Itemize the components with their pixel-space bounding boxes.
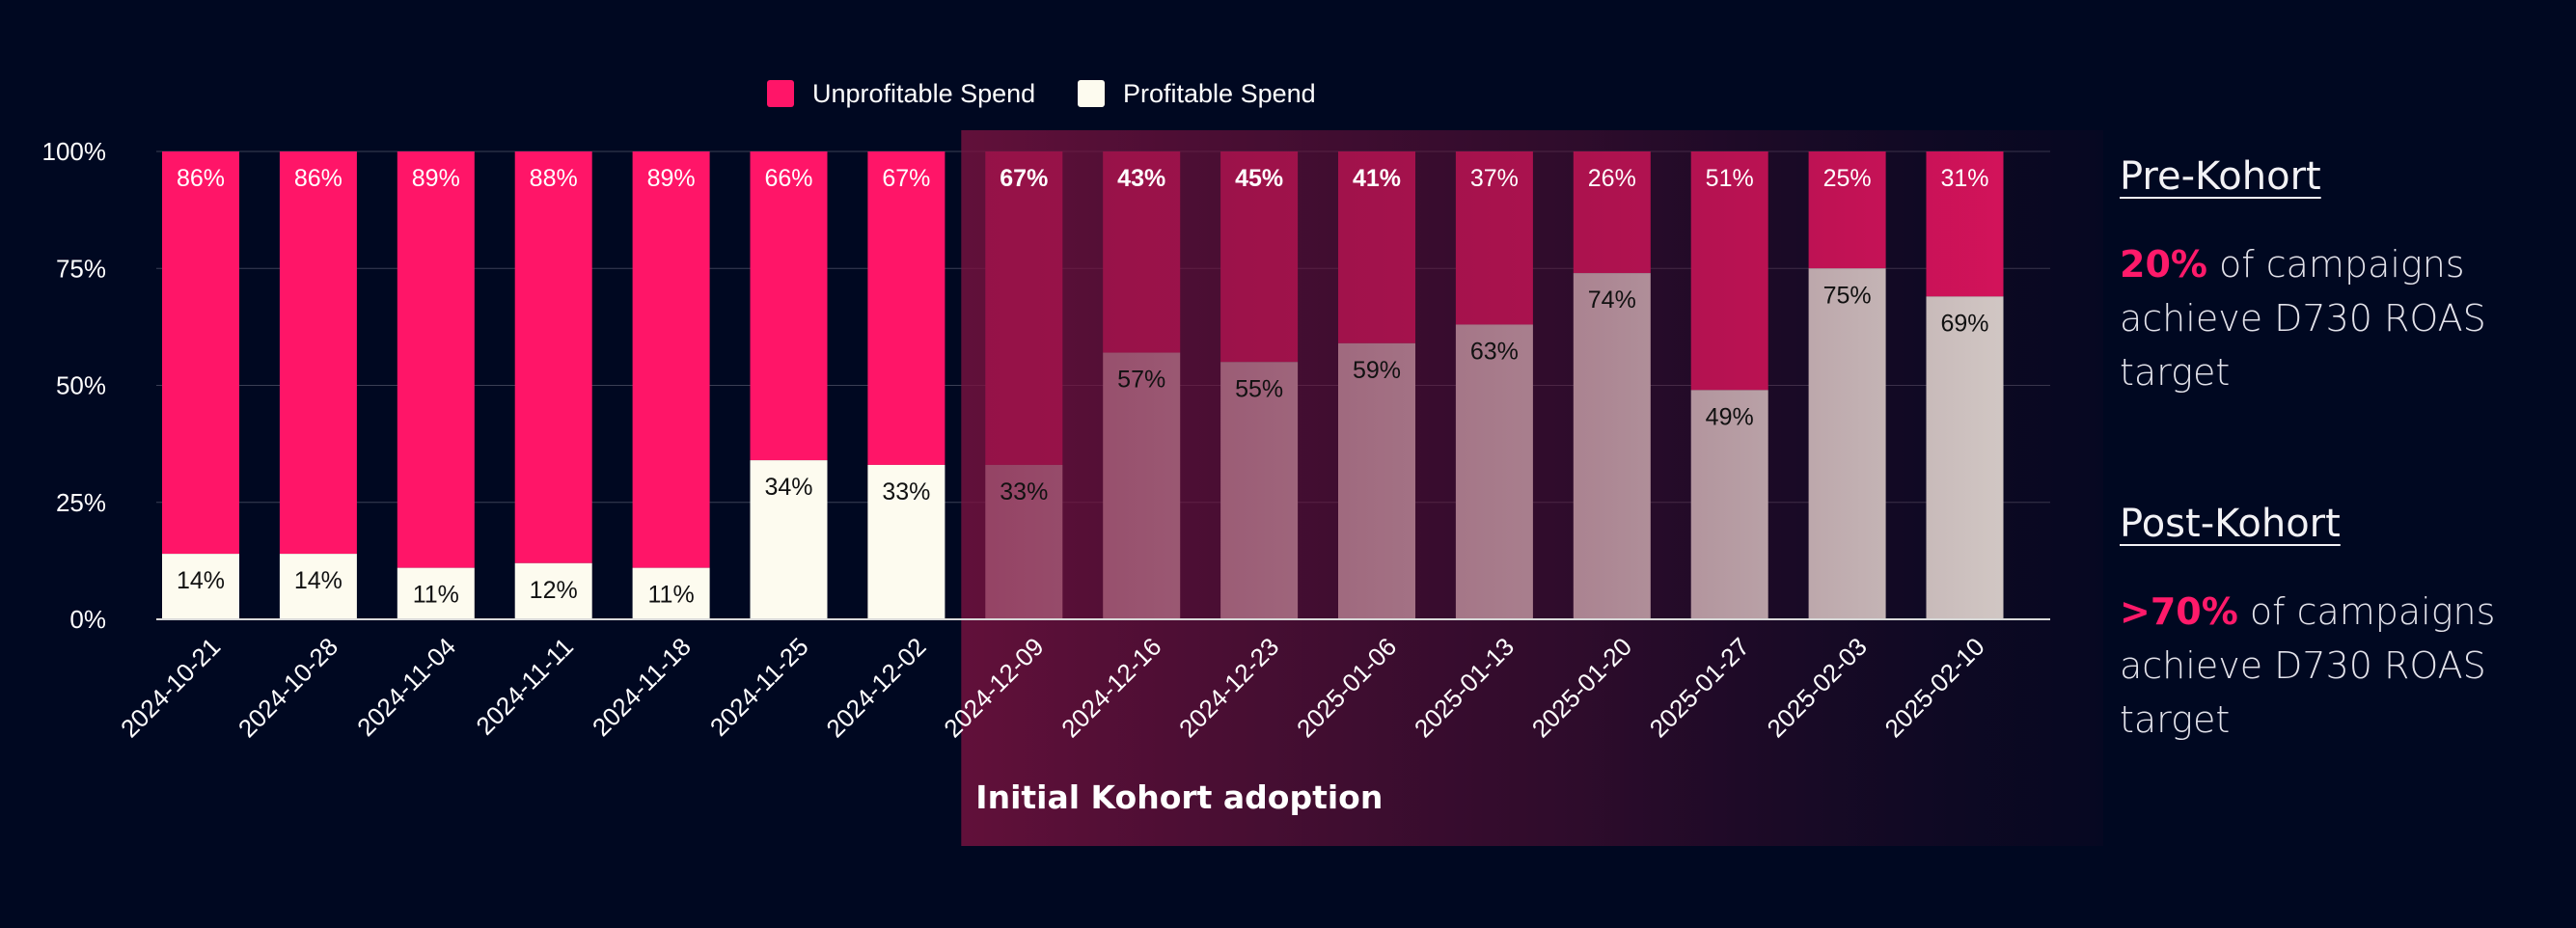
- bar-label-unprofitable: 41%: [1353, 165, 1401, 192]
- bar-label-profitable: 55%: [1235, 375, 1283, 402]
- bar-label-profitable: 11%: [413, 582, 459, 609]
- bar-label-unprofitable: 31%: [1940, 165, 1988, 192]
- x-tick-label: 2024-11-18: [587, 632, 697, 742]
- x-tick-label: 2024-10-21: [115, 632, 226, 743]
- kohort-adoption-region: [961, 130, 2103, 846]
- legend-label: Unprofitable Spend: [812, 79, 1035, 108]
- bar-label-profitable: 57%: [1117, 367, 1165, 394]
- x-tick-label: 2024-10-28: [233, 632, 343, 743]
- bar-label-profitable: 33%: [882, 478, 930, 505]
- post-kohort-panel: Post-Kohort >70% of campaigns achieve D7…: [2120, 502, 2544, 747]
- bar-label-unprofitable: 89%: [647, 165, 696, 192]
- bar-label-unprofitable: 43%: [1117, 165, 1165, 192]
- bar-label-profitable: 63%: [1470, 338, 1519, 365]
- y-tick-label: 100%: [42, 137, 107, 166]
- x-tick-label: 2024-11-11: [470, 632, 579, 741]
- bar-label-profitable: 11%: [648, 582, 695, 609]
- bar-label-unprofitable: 88%: [530, 165, 578, 192]
- legend-label: Profitable Spend: [1123, 79, 1316, 108]
- bar-label-unprofitable: 45%: [1235, 165, 1283, 192]
- bar-label-profitable: 74%: [1588, 287, 1636, 314]
- bar-unprofitable: [750, 151, 828, 461]
- pre-kohort-text: 20% of campaigns achieve D730 ROAS targe…: [2120, 237, 2544, 399]
- bar-label-profitable: 75%: [1823, 282, 1872, 309]
- pre-kohort-description: of campaigns achieve D730 ROAS target: [2120, 243, 2486, 394]
- bar-label-unprofitable: 67%: [882, 165, 930, 192]
- x-tick-label: 2024-11-04: [351, 632, 461, 742]
- legend-swatch: [1078, 80, 1105, 107]
- bar-profitable: [867, 464, 945, 619]
- pre-kohort-percent: 20%: [2120, 243, 2207, 286]
- post-kohort-description: of campaigns achieve D730 ROAS target: [2120, 590, 2496, 741]
- y-tick-label: 0%: [69, 605, 106, 634]
- bar-label-unprofitable: 25%: [1823, 165, 1872, 192]
- bar-label-unprofitable: 86%: [294, 165, 343, 192]
- bar-label-unprofitable: 26%: [1588, 165, 1636, 192]
- bar-profitable: [279, 554, 357, 619]
- post-kohort-percent: >70%: [2120, 590, 2238, 633]
- bar-label-profitable: 14%: [177, 567, 225, 594]
- legend-swatch: [767, 80, 794, 107]
- bar-profitable: [632, 567, 710, 619]
- post-kohort-text: >70% of campaigns achieve D730 ROAS targ…: [2120, 585, 2544, 747]
- pre-kohort-panel: Pre-Kohort 20% of campaigns achieve D730…: [2120, 154, 2544, 399]
- y-tick-label: 50%: [56, 371, 106, 400]
- bar-label-profitable: 69%: [1940, 310, 1988, 337]
- x-tick-label: 2024-11-25: [704, 632, 814, 742]
- bar-label-profitable: 14%: [294, 567, 343, 594]
- bar-profitable: [750, 460, 828, 619]
- bar-label-profitable: 34%: [764, 474, 812, 501]
- bar-label-unprofitable: 89%: [412, 165, 460, 192]
- bar-unprofitable: [514, 151, 592, 563]
- bar-label-profitable: 49%: [1706, 403, 1754, 430]
- y-tick-label: 75%: [56, 254, 106, 283]
- bar-label-profitable: 12%: [530, 577, 578, 604]
- bar-profitable: [514, 562, 592, 619]
- post-kohort-heading: Post-Kohort: [2120, 502, 2341, 546]
- bar-label-profitable: 33%: [1000, 478, 1048, 505]
- y-tick-label: 25%: [56, 488, 106, 517]
- bar-profitable: [397, 567, 475, 619]
- bar-profitable: [162, 554, 239, 619]
- kohort-adoption-label: Initial Kohort adoption: [975, 778, 1383, 816]
- bar-unprofitable: [632, 151, 710, 568]
- bar-label-unprofitable: 51%: [1706, 165, 1754, 192]
- bar-label-unprofitable: 86%: [177, 165, 225, 192]
- x-tick-label: 2024-12-02: [820, 632, 931, 743]
- bar-label-profitable: 59%: [1353, 357, 1401, 384]
- bar-unprofitable: [867, 151, 945, 465]
- bar-label-unprofitable: 67%: [1000, 165, 1048, 192]
- bar-label-unprofitable: 37%: [1470, 165, 1519, 192]
- bar-unprofitable: [279, 151, 357, 555]
- bar-label-unprofitable: 66%: [764, 165, 812, 192]
- bar-unprofitable: [397, 151, 475, 568]
- pre-kohort-heading: Pre-Kohort: [2120, 154, 2321, 199]
- bar-unprofitable: [162, 151, 239, 555]
